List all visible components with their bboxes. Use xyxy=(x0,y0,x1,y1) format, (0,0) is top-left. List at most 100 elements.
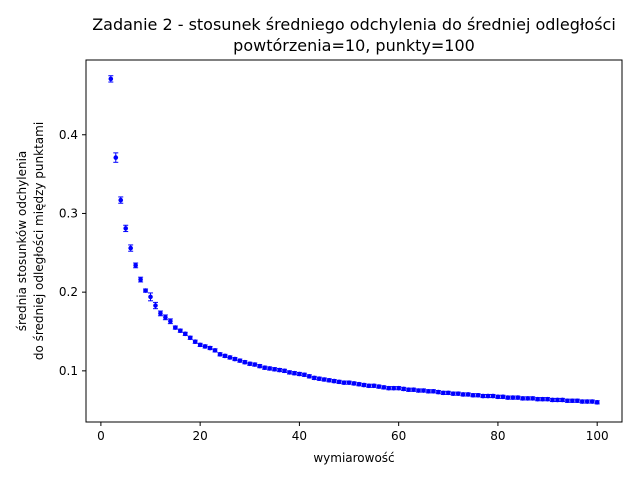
data-point xyxy=(242,359,248,365)
data-point xyxy=(311,375,317,381)
data-point xyxy=(307,374,312,379)
y-tick-label: 0.1 xyxy=(59,364,78,378)
data-point xyxy=(113,155,119,160)
data-point xyxy=(287,370,292,375)
data-point xyxy=(321,377,327,382)
data-point xyxy=(431,389,436,394)
data-point xyxy=(540,396,545,402)
data-point xyxy=(163,315,168,320)
data-point xyxy=(411,387,416,393)
chart-title-line-1: Zadanie 2 - stosunek średniego odchyleni… xyxy=(92,15,616,34)
data-point xyxy=(153,303,158,308)
data-point xyxy=(356,381,362,387)
data-point xyxy=(262,365,267,371)
data-point xyxy=(396,385,401,391)
data-point xyxy=(530,396,535,401)
data-point xyxy=(316,376,322,382)
data-point xyxy=(386,385,392,391)
data-point xyxy=(495,394,501,400)
data-point xyxy=(346,380,352,385)
data-point xyxy=(416,388,421,393)
data-point xyxy=(550,397,555,403)
plot-marks xyxy=(108,75,600,405)
y-tick-label: 0.2 xyxy=(59,285,78,299)
data-point xyxy=(173,325,178,330)
data-point xyxy=(326,377,332,383)
data-point xyxy=(421,388,426,393)
data-point xyxy=(594,400,600,405)
data-point xyxy=(148,294,153,300)
data-point xyxy=(450,391,456,396)
data-point xyxy=(133,263,138,268)
chart-title-line-2: powtórzenia=10, punkty=100 xyxy=(233,36,475,55)
data-point xyxy=(545,396,550,402)
data-point xyxy=(465,392,471,397)
data-point xyxy=(297,371,302,377)
data-point xyxy=(272,366,277,372)
data-point xyxy=(455,391,461,396)
data-point xyxy=(227,355,233,360)
data-point xyxy=(108,76,114,82)
data-point xyxy=(237,358,243,363)
data-point xyxy=(584,399,590,404)
data-point xyxy=(500,394,506,400)
data-point xyxy=(436,389,441,395)
data-point xyxy=(292,370,297,376)
data-point xyxy=(565,398,570,404)
data-point xyxy=(391,385,397,391)
data-point xyxy=(202,344,208,349)
data-point xyxy=(505,395,511,400)
data-point xyxy=(168,318,173,324)
data-point xyxy=(222,353,228,359)
x-tick-label: 60 xyxy=(391,429,406,443)
data-point xyxy=(143,288,148,293)
data-point xyxy=(207,345,213,351)
x-axis-label: wymiarowość xyxy=(313,451,394,465)
data-point xyxy=(515,395,521,400)
data-point xyxy=(232,356,238,362)
data-point xyxy=(490,393,496,399)
data-point xyxy=(192,339,198,345)
data-point xyxy=(480,393,486,399)
data-point xyxy=(579,399,585,404)
data-point xyxy=(520,396,526,401)
data-point xyxy=(376,384,382,389)
data-point xyxy=(247,361,253,367)
data-point xyxy=(277,367,282,373)
data-point xyxy=(361,382,367,388)
x-tick-label: 0 xyxy=(97,429,105,443)
data-point xyxy=(426,389,431,394)
data-point xyxy=(212,348,218,353)
data-point xyxy=(177,328,183,334)
data-point xyxy=(485,393,491,399)
y-axis-label-line-2: do średniej odległości między punktami xyxy=(32,122,46,360)
data-point xyxy=(267,366,272,371)
x-tick-label: 40 xyxy=(292,429,307,443)
data-point xyxy=(575,398,580,404)
data-point xyxy=(470,392,476,398)
data-point xyxy=(366,383,372,389)
data-point xyxy=(445,390,451,396)
data-point xyxy=(187,335,193,341)
data-point xyxy=(475,392,481,398)
data-point xyxy=(589,399,595,404)
data-point xyxy=(371,383,377,389)
y-axis-label-line-1: średnia stosunków odchylenia xyxy=(15,151,29,332)
data-point xyxy=(535,396,540,402)
x-tick-label: 20 xyxy=(193,429,208,443)
data-point xyxy=(197,342,203,348)
data-point xyxy=(182,331,188,337)
data-point xyxy=(351,381,357,386)
data-point xyxy=(401,386,406,392)
data-point xyxy=(381,385,387,390)
y-tick-label: 0.3 xyxy=(59,206,78,220)
data-point xyxy=(302,372,307,378)
axis-ticks: 0 20 40 60 80 100 0.1 0.2 0.3 0.4 xyxy=(59,128,609,443)
data-point xyxy=(510,395,516,400)
data-point xyxy=(138,277,143,282)
plot-frame xyxy=(85,59,623,423)
data-point xyxy=(158,311,163,316)
data-point xyxy=(406,387,411,393)
